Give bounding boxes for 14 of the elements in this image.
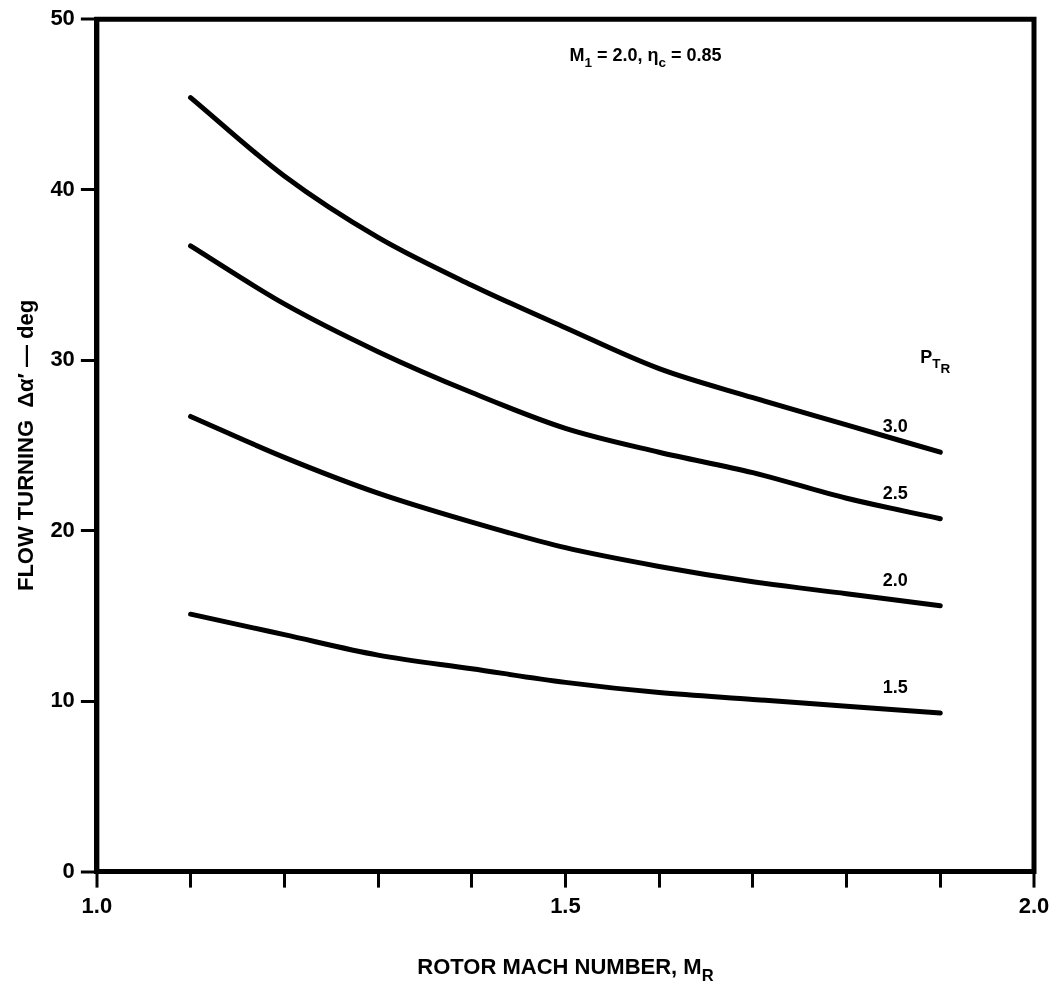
y-axis-title: FLOW TURNING Δα′ — deg <box>13 299 39 592</box>
x-tick-label: 1.5 <box>550 892 581 918</box>
x-tick-label: 2.0 <box>1018 892 1050 918</box>
y-tick-label: 40 <box>50 175 75 201</box>
y-tick-label: 30 <box>50 346 75 372</box>
series-label: 2.0 <box>882 569 908 590</box>
series-label: 3.0 <box>882 416 908 437</box>
y-tick-label: 50 <box>50 5 75 31</box>
y-tick-label: 0 <box>62 857 75 883</box>
series-label: 2.5 <box>882 482 908 503</box>
y-tick-label: 10 <box>50 687 75 713</box>
x-tick-label: 1.0 <box>81 892 113 918</box>
series-label: 1.5 <box>882 677 908 698</box>
y-tick-label: 20 <box>50 516 75 542</box>
